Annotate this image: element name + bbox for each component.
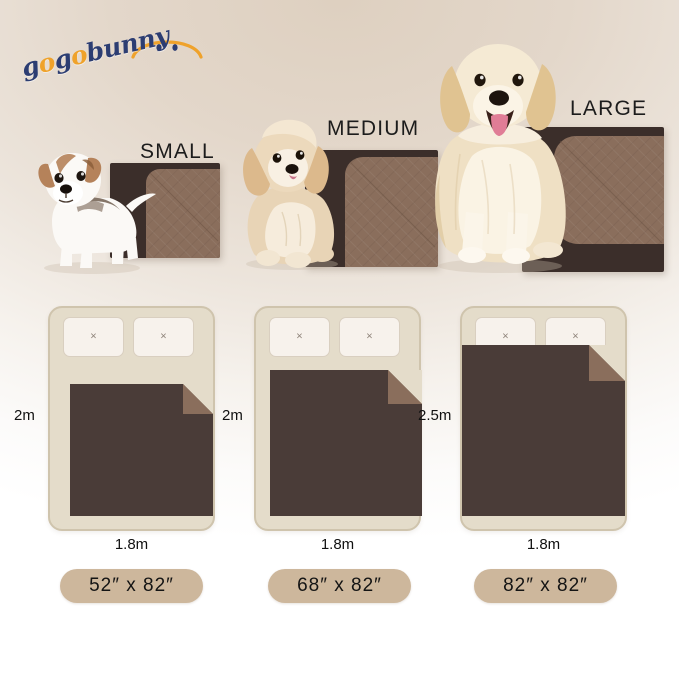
size-label-medium: MEDIUM bbox=[327, 117, 420, 140]
pillow-x-icon: × bbox=[502, 330, 509, 343]
bed-height-label-large: 2.5m bbox=[418, 407, 452, 424]
bed-outline-medium: × × bbox=[254, 306, 422, 531]
brand-logo: gogobunny bbox=[19, 21, 222, 86]
pillow-x-icon: × bbox=[90, 330, 97, 343]
pillow-x-icon: × bbox=[366, 330, 373, 343]
bed-outline-small: × × bbox=[48, 306, 215, 531]
bunny-smile-arc-icon bbox=[131, 40, 203, 59]
blanket-fold-medium bbox=[345, 157, 438, 267]
size-badge-small[interactable]: 52″ x 82″ bbox=[60, 569, 203, 603]
dog-photo-havanese bbox=[232, 112, 352, 272]
blanket-folded-corner-medium bbox=[388, 370, 422, 404]
blanket-fold-small bbox=[146, 169, 220, 258]
bed-height-label-medium: 2m bbox=[222, 407, 243, 424]
bed-width-label-medium: 1.8m bbox=[320, 536, 355, 553]
pillow-left-small: × bbox=[63, 317, 124, 357]
pillow-x-icon: × bbox=[572, 330, 579, 343]
bed-width-label-large: 1.8m bbox=[526, 536, 561, 553]
pillow-left-medium: × bbox=[269, 317, 330, 357]
pillow-right-medium: × bbox=[339, 317, 400, 357]
blanket-folded-corner-large bbox=[589, 345, 625, 381]
size-label-large: LARGE bbox=[570, 97, 648, 120]
size-badge-medium[interactable]: 68″ x 82″ bbox=[268, 569, 411, 603]
blanket-coverage-large bbox=[462, 345, 625, 516]
blanket-stitch-lines-small bbox=[149, 172, 219, 242]
pillow-x-icon: × bbox=[160, 330, 167, 343]
bed-outline-large: × × bbox=[460, 306, 627, 531]
dog-photo-golden-retriever bbox=[424, 24, 574, 274]
pillow-right-small: × bbox=[133, 317, 194, 357]
blanket-coverage-small bbox=[70, 384, 213, 516]
bed-height-label-small: 2m bbox=[14, 407, 35, 424]
blanket-stitch-lines-medium bbox=[349, 161, 436, 248]
bed-width-label-small: 1.8m bbox=[114, 536, 149, 553]
blanket-stitch-lines-large bbox=[559, 140, 663, 244]
size-label-small: SMALL bbox=[140, 140, 215, 163]
size-badge-large[interactable]: 82″ x 82″ bbox=[474, 569, 617, 603]
pillow-x-icon: × bbox=[296, 330, 303, 343]
blanket-folded-corner-small bbox=[183, 384, 213, 414]
blanket-coverage-medium bbox=[270, 370, 422, 516]
dog-photo-jack-russell-terrier-puppy bbox=[26, 140, 158, 275]
